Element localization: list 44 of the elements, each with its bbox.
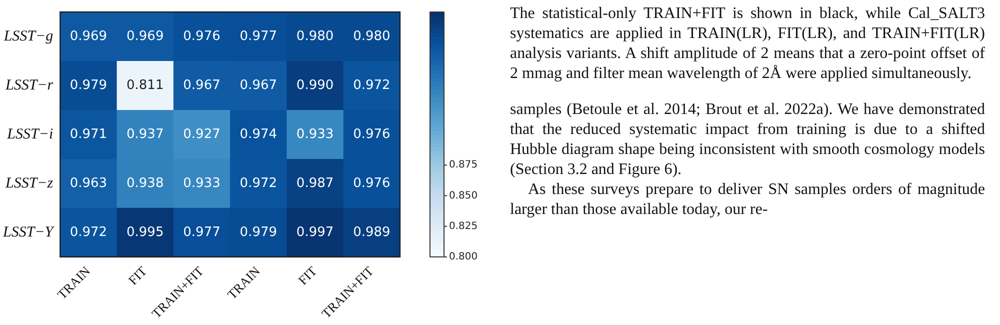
color-bar-label: 0.825 xyxy=(449,220,478,232)
data-label: 0.972 xyxy=(70,224,108,240)
text: As these surveys prepare to deliver SN samples orders of magnitude larger than those available today, our re- xyxy=(510,180,985,220)
y-tick-label: LSST−z xyxy=(4,175,54,192)
text: The statistical-only TRAIN+FIT is shown in black, while Cal_SALT3 systematics are applied in TRAIN(LR), FIT(LR), and TRAIN+FIT(LR) analysis variants. A shift amplitude of 2 means that a zero-point offset of 2 mmag and filter mean wavelength of 2Å were applied simultaneously. xyxy=(510,4,985,84)
data-label: 0.963 xyxy=(70,176,108,191)
x-tick-label: FIT xyxy=(295,263,320,288)
x-tick-label: FIT xyxy=(125,263,150,288)
data-label: 0.972 xyxy=(353,78,390,93)
text: samples (Betoule et al. 2014; Brout et al. 2022a). We have demonstrated that the reduced systematic impact from training is due to a shifted Hubble diagram shape being inconsistent with smooth cosmology models (Section 3.2 and Figure 6). xyxy=(510,100,985,180)
data-label: 0.990 xyxy=(296,78,334,93)
data-label: 0.989 xyxy=(353,224,390,240)
data-label: 0.927 xyxy=(183,126,220,142)
data-label: 0.937 xyxy=(126,126,164,142)
y-tick-label: LSST−g xyxy=(2,28,54,44)
data-label: 0.987 xyxy=(296,176,334,191)
data-label: 0.969 xyxy=(70,28,108,44)
y-tick-label: LSST−Y xyxy=(2,224,55,240)
data-label: 0.971 xyxy=(70,126,108,142)
data-label: 0.974 xyxy=(240,126,278,142)
data-label: 0.980 xyxy=(353,28,390,44)
data-label: 0.967 xyxy=(240,78,278,93)
data-label: 0.995 xyxy=(126,224,164,240)
data-label: 0.933 xyxy=(183,176,220,191)
color-bar-label: 0.875 xyxy=(449,160,478,171)
data-label: 0.967 xyxy=(183,78,220,93)
y-tick-label: LSST−i xyxy=(6,126,54,142)
data-label: 0.811 xyxy=(126,78,164,93)
data-label: 0.997 xyxy=(296,224,334,240)
y-tick-label: LSST−r xyxy=(4,77,54,94)
data-label: 0.980 xyxy=(296,28,334,44)
color-bar-label: 0.850 xyxy=(449,190,478,202)
data-label: 0.938 xyxy=(126,176,164,191)
data-label: 0.976 xyxy=(183,28,220,44)
data-label: 0.969 xyxy=(126,28,164,44)
data-label: 0.976 xyxy=(353,176,390,191)
data-label: 0.979 xyxy=(70,78,108,93)
color-bar-label: 0.800 xyxy=(449,252,478,263)
data-label: 0.977 xyxy=(240,28,278,44)
data-label: 0.933 xyxy=(296,126,334,142)
data-label: 0.979 xyxy=(240,224,278,240)
data-label: 0.972 xyxy=(240,176,278,191)
data-label: 0.977 xyxy=(183,224,220,240)
data-label: 0.976 xyxy=(353,126,390,142)
